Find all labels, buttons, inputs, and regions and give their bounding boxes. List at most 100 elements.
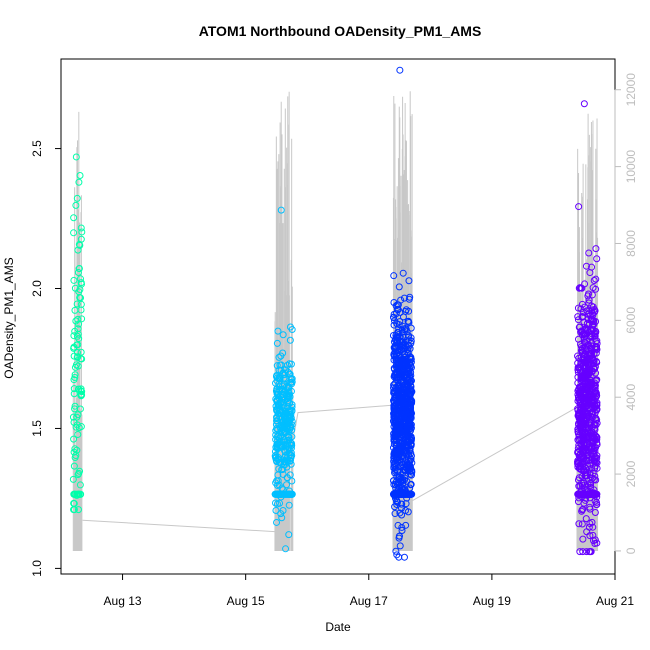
point-series-2 bbox=[393, 551, 401, 559]
point-series-0 bbox=[69, 475, 77, 483]
point-series-1 bbox=[279, 507, 287, 515]
point-series-0 bbox=[71, 405, 79, 413]
point-series-0 bbox=[75, 178, 83, 186]
point-series-3 bbox=[588, 389, 596, 397]
point-series-3 bbox=[579, 440, 587, 448]
y-tick-label: 1.5 bbox=[30, 420, 44, 437]
point-series-1 bbox=[272, 490, 280, 498]
point-series-1 bbox=[279, 442, 287, 450]
point-series-0 bbox=[75, 424, 83, 432]
point-series-2 bbox=[390, 272, 398, 280]
point-series-1 bbox=[283, 481, 291, 489]
point-series-3 bbox=[582, 515, 590, 523]
point-max-series-1 bbox=[277, 206, 285, 214]
point-series-2 bbox=[399, 338, 407, 346]
point-series-3 bbox=[581, 471, 589, 479]
altitude-track bbox=[72, 91, 599, 551]
point-series-1 bbox=[288, 477, 296, 485]
point-series-0 bbox=[77, 387, 85, 395]
point-series-3 bbox=[577, 284, 585, 292]
point-series-3 bbox=[578, 313, 586, 321]
point-series-3 bbox=[588, 315, 596, 323]
point-series-2 bbox=[401, 447, 409, 455]
point-series-1 bbox=[283, 425, 291, 433]
point-series-2 bbox=[391, 467, 399, 475]
point-series-0 bbox=[75, 469, 83, 477]
point-series-3 bbox=[578, 427, 586, 435]
point-series-2 bbox=[407, 442, 415, 450]
point-series-2 bbox=[406, 423, 414, 431]
point-series-2 bbox=[390, 298, 398, 306]
point-series-1 bbox=[288, 401, 296, 409]
point-series-2 bbox=[397, 500, 405, 508]
point-series-2 bbox=[406, 293, 414, 301]
data-points bbox=[69, 66, 601, 561]
point-series-3 bbox=[592, 275, 600, 283]
point-series-2 bbox=[401, 490, 409, 498]
point-series-1 bbox=[286, 471, 294, 479]
point-series-3 bbox=[590, 277, 598, 285]
y-tick-label: 2.5 bbox=[30, 140, 44, 157]
point-series-0 bbox=[73, 413, 81, 421]
point-series-2 bbox=[407, 480, 415, 488]
point-series-1 bbox=[275, 383, 283, 391]
point-series-2 bbox=[394, 490, 402, 498]
point-series-2 bbox=[391, 371, 399, 379]
x-tick-label: Aug 17 bbox=[350, 594, 388, 608]
point-series-2 bbox=[391, 490, 399, 498]
point-series-2 bbox=[395, 427, 403, 435]
point-series-3 bbox=[575, 409, 583, 417]
point-series-2 bbox=[402, 381, 410, 389]
point-series-3 bbox=[588, 445, 596, 453]
x-tick-label: Aug 19 bbox=[473, 594, 511, 608]
point-series-2 bbox=[391, 389, 399, 397]
point-series-2 bbox=[398, 511, 406, 519]
point-max-series-0 bbox=[72, 153, 80, 161]
point-series-3 bbox=[584, 351, 592, 359]
point-series-3 bbox=[588, 423, 596, 431]
point-series-0 bbox=[73, 300, 81, 308]
point-series-3 bbox=[583, 548, 591, 556]
point-series-1 bbox=[287, 387, 295, 395]
point-series-3 bbox=[579, 505, 587, 513]
point-series-0 bbox=[76, 285, 84, 293]
point-series-2 bbox=[390, 490, 398, 498]
point-max-series-2 bbox=[396, 66, 404, 74]
point-series-0 bbox=[71, 445, 79, 453]
point-series-2 bbox=[407, 455, 415, 463]
point-series-0 bbox=[75, 240, 83, 248]
point-series-2 bbox=[400, 399, 408, 407]
point-series-3 bbox=[591, 381, 599, 389]
point-series-2 bbox=[403, 366, 411, 374]
point-series-2 bbox=[407, 414, 415, 422]
point-series-2 bbox=[408, 409, 416, 417]
point-series-2 bbox=[399, 269, 407, 277]
point-series-0 bbox=[76, 275, 84, 283]
point-series-3 bbox=[589, 531, 597, 539]
point-series-2 bbox=[395, 406, 403, 414]
point-series-1 bbox=[275, 353, 283, 361]
point-series-1 bbox=[281, 375, 289, 383]
point-series-3 bbox=[579, 448, 587, 456]
point-series-3 bbox=[582, 262, 590, 270]
point-series-1 bbox=[272, 506, 280, 514]
point-series-2 bbox=[404, 341, 412, 349]
point-series-2 bbox=[398, 341, 406, 349]
point-series-2 bbox=[406, 490, 414, 498]
point-series-3 bbox=[591, 307, 599, 315]
point-series-2 bbox=[390, 437, 398, 445]
point-series-1 bbox=[286, 451, 294, 459]
point-series-2 bbox=[401, 307, 409, 315]
point-min-series-0 bbox=[74, 506, 82, 514]
point-series-0 bbox=[70, 276, 78, 284]
point-series-0 bbox=[74, 430, 82, 438]
point-series-0 bbox=[77, 294, 85, 302]
point-series-1 bbox=[284, 402, 292, 410]
point-series-2 bbox=[396, 509, 404, 517]
point-series-2 bbox=[398, 346, 406, 354]
point-series-1 bbox=[272, 456, 280, 464]
point-series-0 bbox=[70, 344, 78, 352]
point-series-3 bbox=[588, 291, 596, 299]
point-series-3 bbox=[591, 384, 599, 392]
